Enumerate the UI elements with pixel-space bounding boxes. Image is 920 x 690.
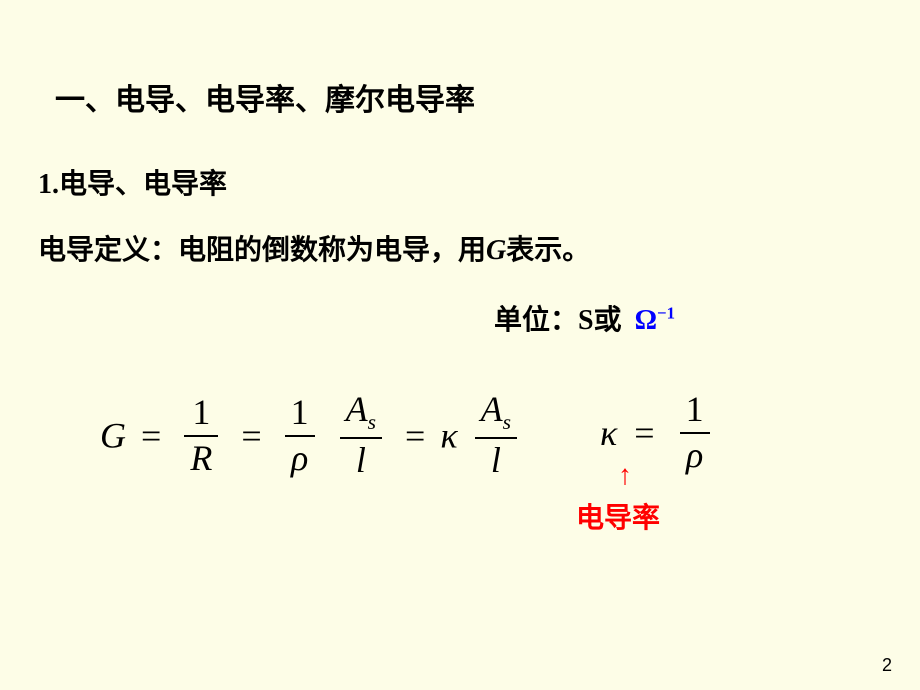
frac-1rho-2: 1 ρ (680, 388, 710, 478)
num-1b: 1 (285, 391, 315, 437)
definition-var: G (486, 235, 506, 266)
frac-1rho: 1 ρ (285, 391, 315, 481)
frac-As-l-2: As l (475, 388, 517, 483)
num-1c: 1 (680, 388, 710, 434)
s2: s (503, 410, 511, 434)
definition-body: 电阻的倒数称为电导，用 (178, 235, 486, 266)
definition-line: 电导定义：电阻的倒数称为电导，用G表示。 (38, 228, 590, 268)
ohm-exponent: −1 (657, 304, 675, 323)
unit-label: 单位： (494, 305, 578, 336)
unit-line: 单位：S或 Ω−1 (494, 298, 675, 338)
page-number: 2 (882, 655, 892, 676)
frac-As-l-1: As l (340, 388, 382, 483)
up-arrow-icon: ↑ (618, 460, 632, 492)
A1: A (346, 389, 368, 429)
ohm-symbol: Ω (635, 305, 657, 336)
var-G: G (100, 416, 126, 456)
subsection-heading: 1.电导、电导率 (38, 162, 227, 202)
unit-or: 或 (594, 305, 622, 336)
kappa1: κ (440, 416, 457, 456)
subsection-number: 1. (38, 169, 59, 200)
den-rho-2: ρ (680, 434, 710, 478)
subsection-text: 电导、电导率 (59, 169, 227, 200)
eq4: = (634, 413, 654, 453)
definition-label: 电导定义： (38, 235, 178, 266)
section-heading: 一、电导、电导率、摩尔电导率 (55, 75, 475, 119)
num-As-1: As (340, 388, 382, 439)
den-R: R (184, 437, 218, 481)
den-l-1: l (340, 439, 382, 483)
unit-symbol: S (578, 305, 594, 336)
eq1: = (141, 416, 161, 456)
eq3: = (405, 416, 425, 456)
num-As-2: As (475, 388, 517, 439)
annotation-conductivity: 电导率 (576, 496, 660, 536)
A2: A (481, 389, 503, 429)
eq2: = (241, 416, 261, 456)
frac-1R: 1 R (184, 391, 218, 481)
kappa2: κ (600, 413, 617, 453)
ohm-inverse: Ω−1 (635, 305, 675, 336)
formula-main: G = 1 R = 1 ρ As l = κ As l (100, 388, 525, 483)
den-rho: ρ (285, 437, 315, 481)
den-l-2: l (475, 439, 517, 483)
num-1a: 1 (184, 391, 218, 437)
s1: s (368, 410, 376, 434)
definition-suffix: 表示。 (506, 235, 590, 266)
